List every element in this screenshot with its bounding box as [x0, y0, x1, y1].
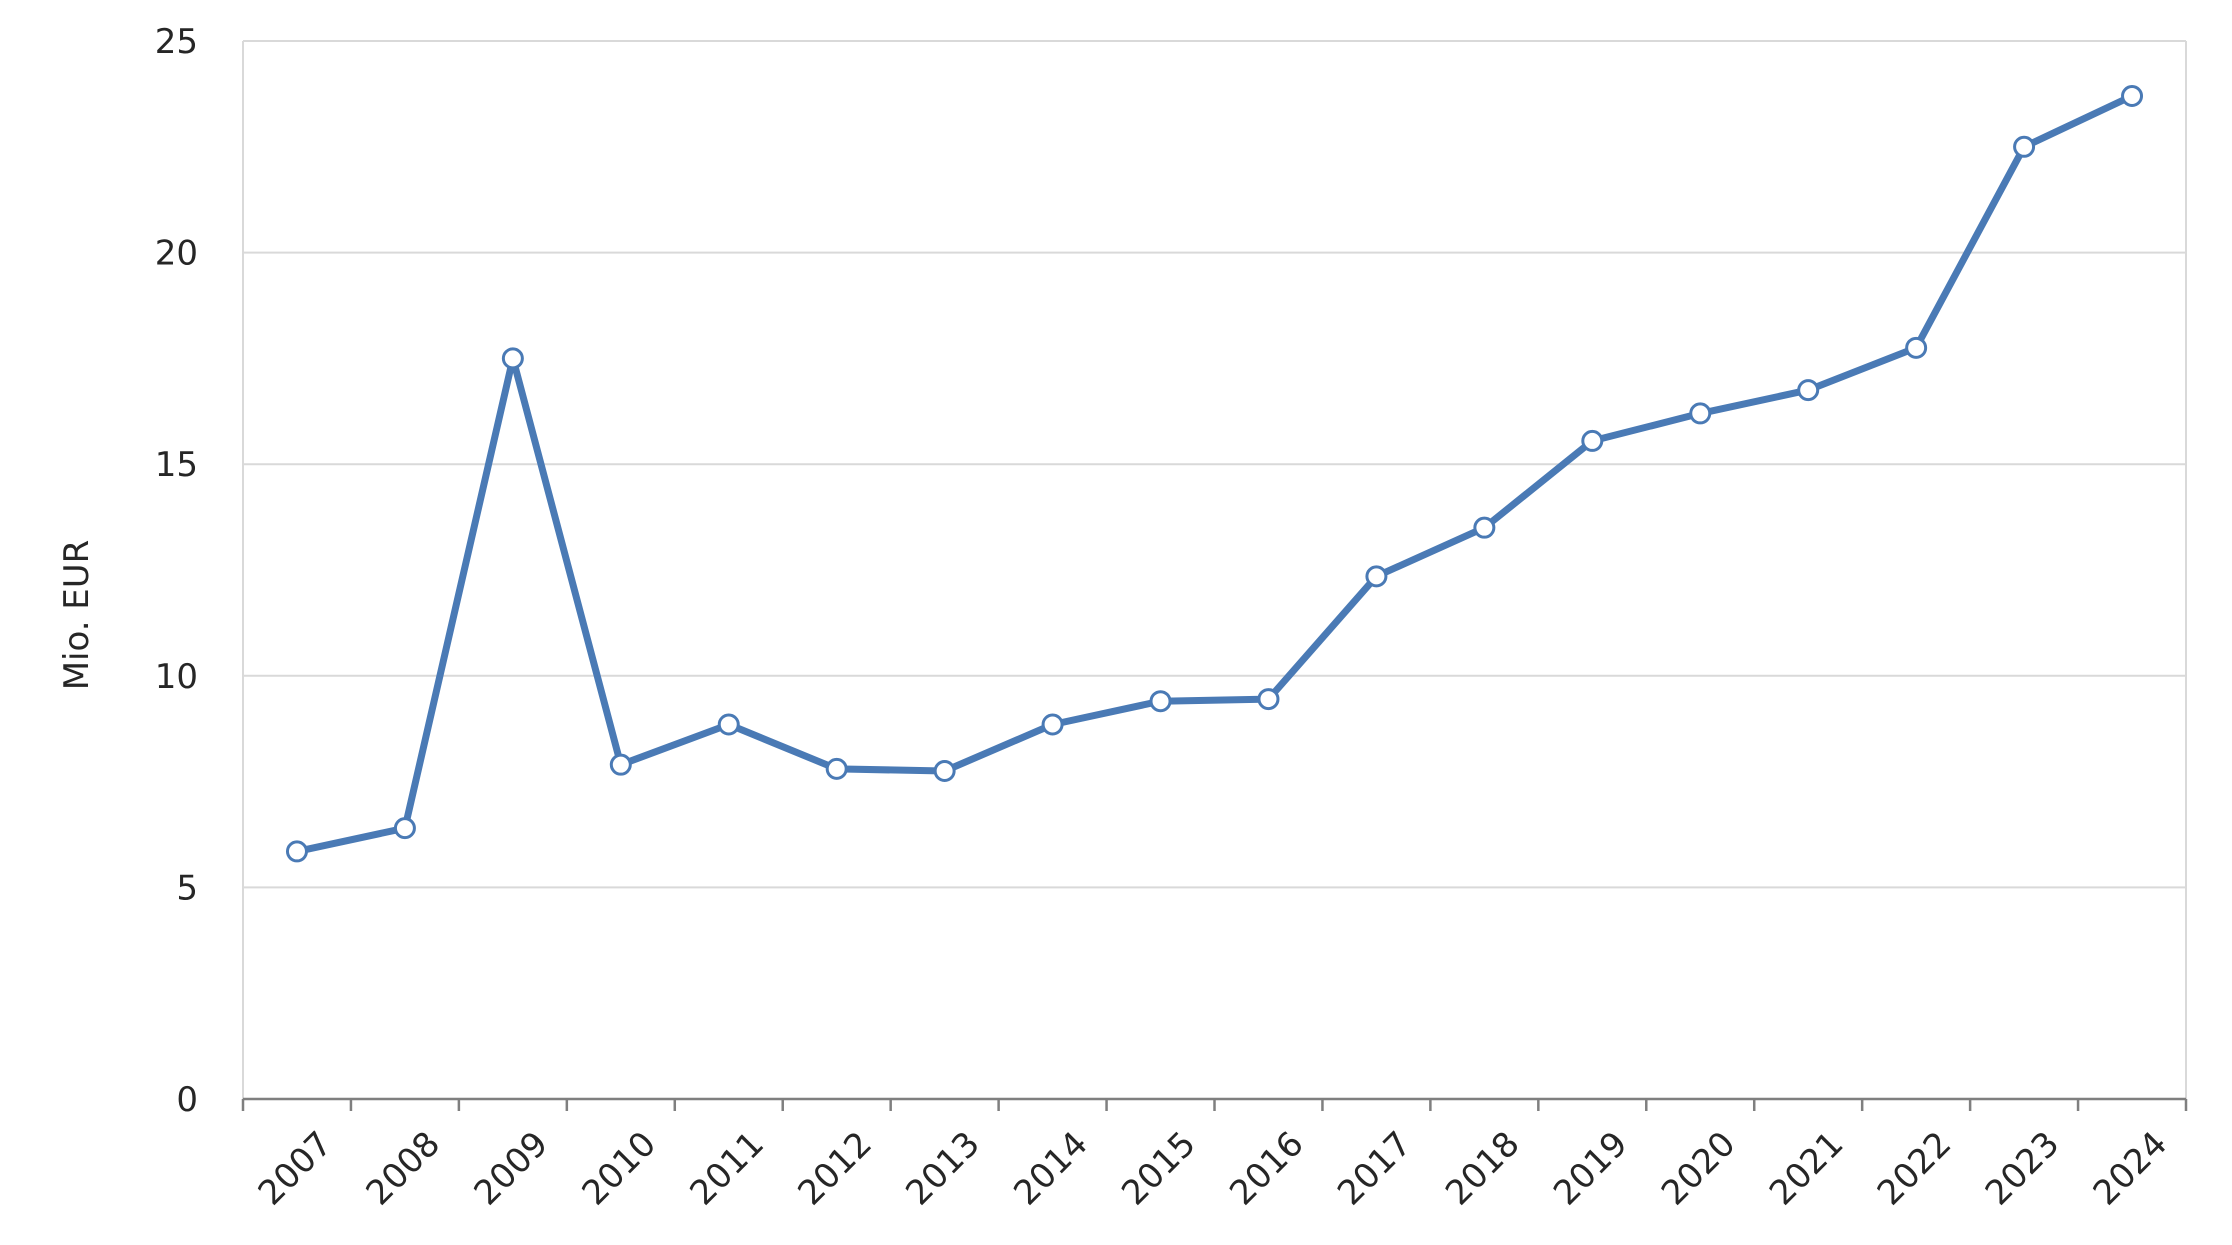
y-tick-label-20: 20: [155, 234, 198, 274]
y-tick-label-5: 5: [176, 868, 198, 908]
grid-lines: [243, 40, 2186, 889]
data-point-2010: [609, 753, 632, 776]
data-point-2022: [1905, 336, 1928, 359]
data-point-2015: [1149, 690, 1172, 713]
x-tick-label-2011: 2011: [682, 1124, 771, 1213]
x-tick-label-2021: 2021: [1762, 1124, 1851, 1213]
y-tick-label-15: 15: [155, 445, 198, 485]
y-tick-label-10: 10: [155, 657, 198, 697]
data-point-2017: [1365, 565, 1388, 588]
series-line: [293, 92, 2136, 855]
x-tick-label-2017: 2017: [1330, 1124, 1419, 1213]
data-point-2023: [2013, 135, 2036, 158]
x-tick-label-2022: 2022: [1870, 1124, 1959, 1213]
data-point-2024: [2121, 85, 2144, 108]
y-tick-label-0: 0: [176, 1080, 198, 1120]
x-tick-label-2020: 2020: [1654, 1124, 1743, 1213]
data-point-2011: [717, 713, 740, 736]
x-tick-label-2010: 2010: [575, 1124, 664, 1213]
x-tick-label-2013: 2013: [898, 1124, 987, 1213]
data-point-2019: [1581, 429, 1604, 452]
x-tick-label-2015: 2015: [1114, 1124, 1203, 1213]
data-point-2013: [933, 760, 956, 783]
x-tick-label-2024: 2024: [2086, 1124, 2175, 1213]
axes: [241, 40, 2188, 1111]
x-tick-label-2019: 2019: [1546, 1124, 1635, 1213]
data-point-2014: [1041, 713, 1064, 736]
y-axis-title: Mio. EUR: [57, 540, 97, 691]
x-tick-label-2007: 2007: [251, 1124, 340, 1213]
data-point-2012: [825, 757, 848, 780]
y-tick-label-25: 25: [155, 22, 198, 62]
data-point-2007: [285, 840, 308, 863]
x-tick-label-2009: 2009: [467, 1124, 556, 1213]
x-tick-label-2016: 2016: [1222, 1124, 1311, 1213]
x-tick-label-2008: 2008: [359, 1124, 448, 1213]
x-tick-label-2012: 2012: [790, 1124, 879, 1213]
x-tick-labels: 2007 2008 2009 2010 2011 2012 2013 2014 2015 2016…: [251, 1124, 2176, 1213]
data-point-2021: [1797, 379, 1820, 402]
data-point-2018: [1473, 516, 1496, 539]
data-point-2009: [501, 347, 524, 370]
data-point-2020: [1689, 402, 1712, 425]
x-tick-label-2018: 2018: [1438, 1124, 1527, 1213]
data-point-2016: [1257, 688, 1280, 711]
y-tick-labels: 0 5 10 15 20 25: [155, 22, 198, 1120]
x-tick-label-2014: 2014: [1006, 1124, 1095, 1213]
data-point-2008: [393, 817, 416, 840]
x-tick-label-2023: 2023: [1978, 1124, 2067, 1213]
series-layer: [285, 85, 2144, 863]
